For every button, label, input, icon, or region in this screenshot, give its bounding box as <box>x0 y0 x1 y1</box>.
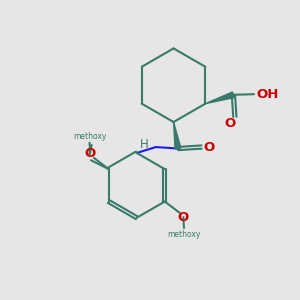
Text: H: H <box>140 138 149 151</box>
Polygon shape <box>206 92 234 103</box>
Text: O: O <box>178 211 189 224</box>
Polygon shape <box>174 122 181 149</box>
Text: methoxy: methoxy <box>167 230 201 239</box>
Text: OH: OH <box>256 88 278 101</box>
Text: O: O <box>203 141 214 154</box>
Text: methoxy: methoxy <box>73 132 106 141</box>
Text: O: O <box>85 147 96 160</box>
Text: O: O <box>224 117 235 130</box>
